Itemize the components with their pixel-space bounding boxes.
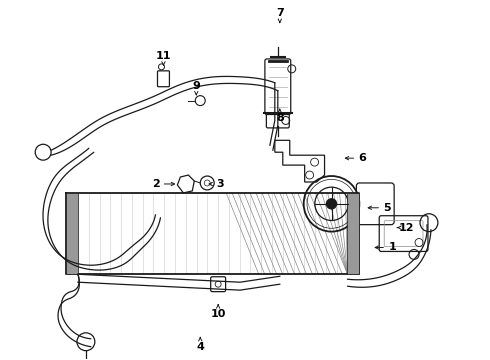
Text: 1: 1 bbox=[388, 243, 396, 252]
Text: 9: 9 bbox=[193, 81, 200, 91]
Text: 8: 8 bbox=[276, 113, 284, 123]
Text: 7: 7 bbox=[276, 8, 284, 18]
Polygon shape bbox=[347, 193, 359, 274]
Text: 10: 10 bbox=[211, 309, 226, 319]
Text: 12: 12 bbox=[398, 222, 414, 233]
Text: 4: 4 bbox=[196, 342, 204, 352]
Text: 5: 5 bbox=[383, 203, 391, 213]
Circle shape bbox=[326, 199, 337, 209]
Text: 6: 6 bbox=[358, 153, 366, 163]
Text: 3: 3 bbox=[216, 179, 224, 189]
Text: 2: 2 bbox=[151, 179, 159, 189]
Polygon shape bbox=[66, 193, 78, 274]
Text: 11: 11 bbox=[156, 51, 171, 61]
